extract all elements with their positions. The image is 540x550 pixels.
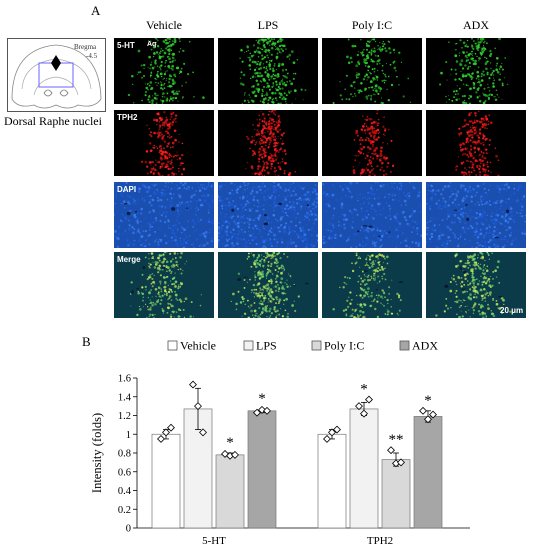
brain-atlas-diagram: Bregma -4.5 <box>7 38 106 112</box>
column-header-vehicle: Vehicle <box>146 18 182 32</box>
legend-swatch <box>311 340 322 351</box>
data-point <box>189 380 197 389</box>
data-point <box>231 450 239 459</box>
legend-label: LPS <box>256 339 277 353</box>
data-point <box>167 423 175 432</box>
aq-label: Aq <box>147 41 157 48</box>
row-label-dapi: DAPI <box>117 185 137 194</box>
region-label: Dorsal Raphe nuclei <box>4 114 102 128</box>
data-point <box>328 428 336 437</box>
scale-bar <box>502 318 526 320</box>
data-point <box>365 395 373 404</box>
data-point <box>263 406 271 415</box>
legend-swatch <box>243 340 254 351</box>
data-point <box>355 402 363 411</box>
column-header-polyic: Poly I:C <box>351 18 393 32</box>
bar <box>349 408 379 529</box>
bregma-label: Bregma <box>74 43 97 51</box>
data-point <box>253 408 261 417</box>
y-tick-label: 0.8 <box>118 449 131 460</box>
micrograph-blue-1 <box>114 182 214 248</box>
y-tick-label: 0.2 <box>118 505 131 516</box>
data-point <box>162 428 170 437</box>
data-point <box>194 402 202 411</box>
data-point <box>424 415 432 424</box>
bar <box>151 433 181 529</box>
data-point <box>157 434 165 443</box>
micrograph-merge-2 <box>218 252 318 318</box>
significance-marker: * <box>424 393 432 409</box>
legend-swatch <box>167 340 178 351</box>
micrograph-merge-3 <box>322 252 422 318</box>
y-tick-label: 0.4 <box>118 486 132 497</box>
data-point <box>419 406 427 415</box>
data-point <box>323 434 331 443</box>
data-point <box>199 428 207 437</box>
row-label-merge: Merge <box>117 255 141 264</box>
micrograph-red-2 <box>218 110 318 176</box>
bar <box>413 416 443 529</box>
micrograph-merge-1 <box>114 252 214 318</box>
bar <box>381 459 411 529</box>
legend-swatch <box>399 340 410 351</box>
micrograph-blue-2 <box>218 182 318 248</box>
micrograph-merge-4 <box>426 252 526 318</box>
data-point <box>429 410 437 419</box>
data-point <box>333 425 341 434</box>
micrograph-green-3 <box>322 38 422 104</box>
bar <box>317 433 347 529</box>
bar <box>247 410 277 529</box>
column-header-lps: LPS <box>257 18 279 32</box>
row-label-tph2: TPH2 <box>117 113 138 122</box>
y-tick-label: 1.6 <box>118 374 131 385</box>
panel-a-label: A <box>91 3 101 18</box>
y-tick-label: 1 <box>126 430 131 441</box>
micrograph-red-3 <box>322 110 422 176</box>
micrograph-red-1 <box>114 110 214 176</box>
x-category-label: 5-HT <box>202 535 226 547</box>
micrograph-red-4 <box>426 110 526 176</box>
y-tick-label: 1.2 <box>118 411 131 422</box>
micrograph-green-2 <box>218 38 318 104</box>
bar <box>215 454 245 529</box>
panel-b-label: B <box>82 334 91 349</box>
micrograph-blue-4 <box>426 182 526 248</box>
row-label-5ht: 5-HT <box>117 41 135 50</box>
data-point <box>387 446 395 455</box>
data-point <box>258 405 266 414</box>
y-tick-label: 0 <box>126 524 131 535</box>
micrograph-green-4 <box>426 38 526 104</box>
bregma-value: -4.5 <box>86 52 98 60</box>
x-category-label: TPH2 <box>367 535 393 547</box>
legend-label: ADX <box>412 339 438 353</box>
y-tick-label: 1.4 <box>118 392 132 403</box>
y-axis-label: Intensity (folds) <box>90 413 104 493</box>
y-tick-label: 0.6 <box>118 467 131 478</box>
legend-label: Poly I:C <box>324 339 364 353</box>
legend-label: Vehicle <box>180 339 216 353</box>
scale-bar-label: 20 μm <box>500 306 524 315</box>
bar-chart: 0 0.2 0.4 0.6 0.8 1 1.2 1.4 1.6 Intensity (folds)… <box>90 339 470 547</box>
data-point <box>221 449 229 458</box>
column-header-adx: ADX <box>463 18 489 32</box>
significance-marker: * <box>226 435 234 451</box>
significance-marker: * <box>360 382 368 398</box>
data-point <box>360 409 368 418</box>
significance-marker: ** <box>389 432 404 448</box>
data-point <box>397 458 405 467</box>
micrograph-blue-3 <box>322 182 422 248</box>
significance-marker: * <box>258 391 266 407</box>
micrograph-green-1 <box>114 38 214 104</box>
